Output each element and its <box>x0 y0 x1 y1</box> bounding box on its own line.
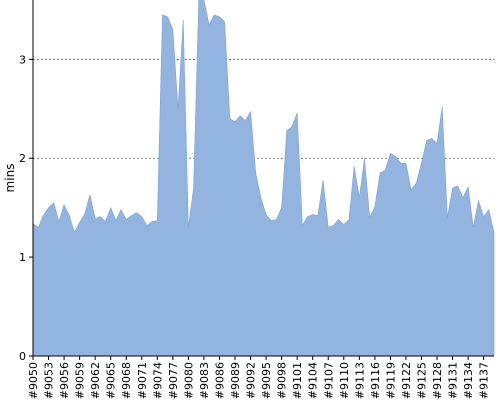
x-tick-label: #9104 <box>307 362 320 399</box>
x-tick-label: #9137 <box>478 362 491 399</box>
x-tick-label: #9086 <box>213 362 226 399</box>
x-tick-label: #9095 <box>260 362 273 399</box>
x-tick-label: #9101 <box>291 362 304 399</box>
x-tick-label: #9134 <box>462 362 475 399</box>
y-tick-label: 3 <box>19 53 26 66</box>
x-tick-label: #9116 <box>369 362 382 399</box>
y-axis-ticks: 0 1 2 3 <box>19 53 33 363</box>
x-tick-label: #9128 <box>431 362 444 399</box>
x-tick-label: #9050 <box>27 362 40 399</box>
x-tick-label: #9062 <box>89 362 102 399</box>
x-tick-label: #9098 <box>276 362 289 399</box>
y-axis-label: mins <box>3 164 17 193</box>
series-area <box>32 0 495 357</box>
x-tick-label: #9131 <box>447 362 460 399</box>
x-tick-label: #9122 <box>400 362 413 399</box>
x-tick-label: #9125 <box>415 362 428 399</box>
x-tick-label: #9077 <box>167 362 180 399</box>
x-axis-ticks: #9050 #9053 #9056 #9059 #9062 #9065 #9068 #9071… <box>27 356 491 399</box>
x-tick-label: #9113 <box>353 362 366 399</box>
x-tick-label: #9119 <box>384 362 397 399</box>
x-tick-label: #9056 <box>58 362 71 399</box>
x-tick-label: #9092 <box>245 362 258 399</box>
x-tick-label: #9074 <box>151 362 164 399</box>
x-tick-label: #9065 <box>105 362 118 399</box>
x-tick-label: #9083 <box>198 362 211 399</box>
y-tick-label: 0 <box>19 350 26 363</box>
y-tick-label: 1 <box>19 251 26 264</box>
x-tick-label: #9089 <box>229 362 242 399</box>
x-tick-label: #9059 <box>74 362 87 399</box>
x-tick-label: #9068 <box>120 362 133 399</box>
x-tick-label: #9110 <box>338 362 351 399</box>
x-tick-label: #9080 <box>182 362 195 399</box>
x-tick-label: #9107 <box>322 362 335 399</box>
y-tick-label: 2 <box>19 152 26 165</box>
x-tick-label: #9071 <box>136 362 149 399</box>
x-tick-label: #9053 <box>43 362 56 399</box>
